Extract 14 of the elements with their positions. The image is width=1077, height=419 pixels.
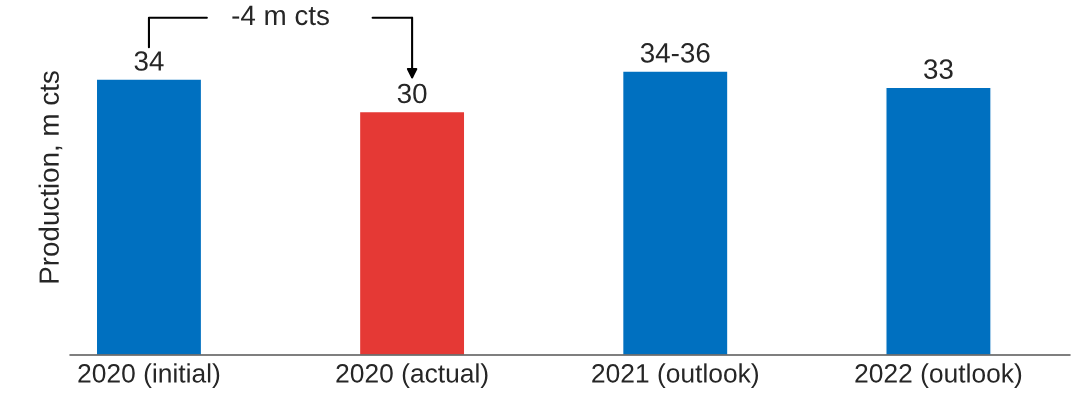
data-label: 30 [397,83,427,104]
x-tick-label: 2020 (actual) [336,363,488,388]
bar [358,110,466,355]
x-tick-label: 2022 (outlook) [855,363,1022,388]
data-label: 33 [924,59,953,79]
x-tick-label: 2020 (initial) [78,363,220,388]
x-tick-label: 2021 (outlook) [592,363,758,388]
data-label: 34-36 [640,43,710,63]
bar [885,86,992,355]
text: -4 m cts [232,5,329,26]
bar [621,70,729,355]
bar [95,78,203,355]
y-axis-title: Production, m cts [38,71,63,283]
data-label: 34 [134,51,164,71]
